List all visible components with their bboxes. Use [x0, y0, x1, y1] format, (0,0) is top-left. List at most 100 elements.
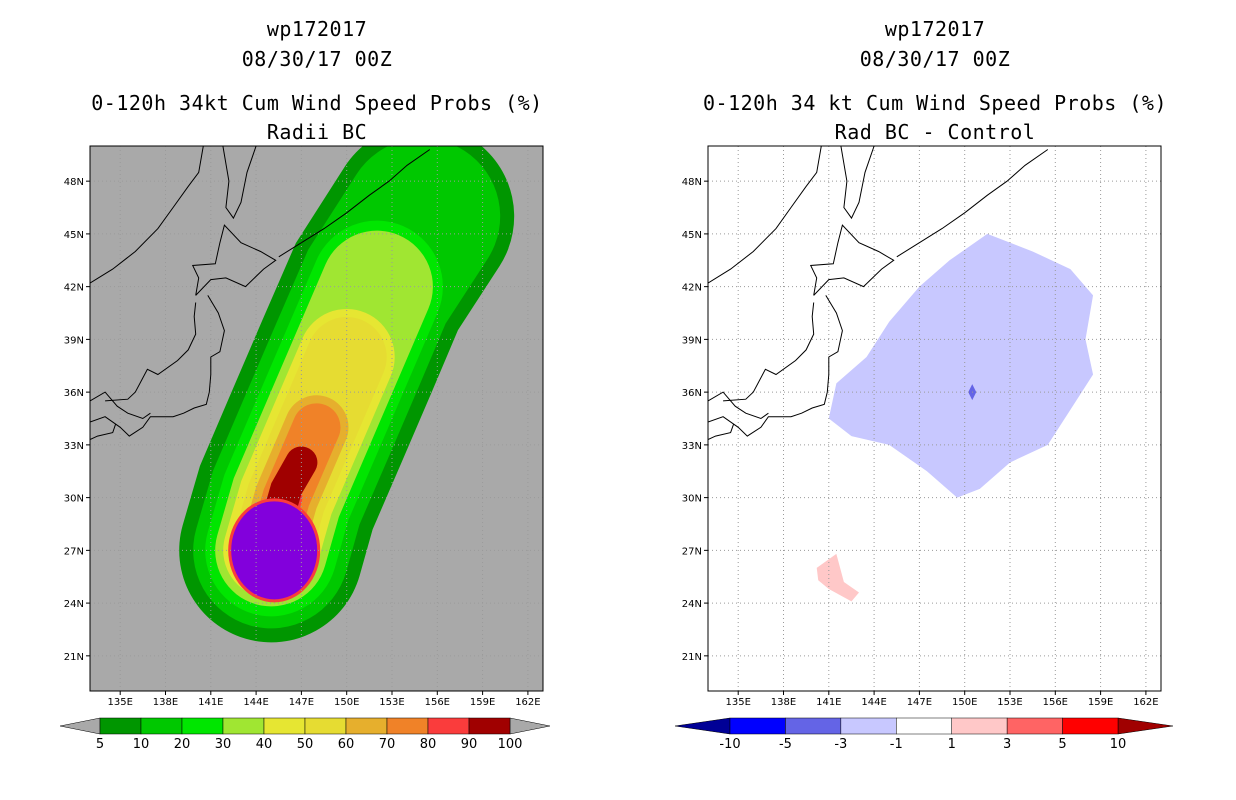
lat-label-24: 24N: [682, 599, 702, 610]
right-colorbar-swatch-5: [1006, 717, 1063, 735]
right-colorbar-swatch-4: [951, 717, 1008, 735]
lon-label-147: 147E: [289, 697, 314, 708]
left-map-frame: [89, 145, 544, 692]
left-title-subtitle: Radii BC: [266, 120, 368, 144]
right-colorbar-label--1: -1: [890, 737, 903, 752]
coastline-segment-4: [90, 295, 225, 437]
right-colorbar-label--5: -5: [779, 737, 792, 752]
lat-label-27: 27N: [64, 546, 84, 557]
lat-label-33: 33N: [682, 441, 702, 452]
coastline-segment-4: [708, 295, 843, 437]
lon-label-156: 156E: [425, 697, 450, 708]
left-colorbar: 5 10 20 30 40 50 60 70 80 90 100: [59, 717, 551, 752]
lon-label-138: 138E: [771, 697, 796, 708]
colorbar-label-70: 70: [379, 737, 396, 752]
lat-label-45: 45N: [64, 230, 84, 241]
colorbar-label-5: 5: [96, 737, 104, 752]
right-region-1-3: [816, 553, 859, 602]
right-colorbar-swatch-6: [1062, 717, 1119, 735]
lon-label-150: 150E: [952, 697, 977, 708]
coastline-segment-3: [191, 224, 277, 296]
right-colorbar-left-arrow: [674, 717, 731, 735]
lon-label-162: 162E: [515, 697, 540, 708]
lat-label-48: 48N: [682, 177, 702, 188]
right-colorbar-swatch-3: [896, 717, 952, 735]
colorbar-swatch-4: [263, 717, 306, 735]
lon-label-153: 153E: [379, 697, 404, 708]
right-colorbar-label-10: 10: [1110, 737, 1127, 752]
right-colorbar: -10 -5 -3 -1 1 3 5 10: [674, 717, 1174, 752]
right-title-storm-id: wp172017: [884, 17, 986, 41]
lon-label-135: 135E: [725, 697, 750, 708]
right-map-frame: [707, 145, 1162, 692]
lat-label-39: 39N: [682, 335, 702, 346]
right-map-panel: 135E 138E 141E 144E 147E 150E 153E 156E 159E 162E…: [682, 145, 1162, 708]
coastline-segment-2: [840, 146, 875, 220]
lat-label-30: 30N: [64, 494, 84, 505]
colorbar-swatch-3: [222, 717, 265, 735]
left-grid-lines: [90, 146, 543, 691]
lat-label-45: 45N: [682, 230, 702, 241]
lon-label-138: 138E: [153, 697, 178, 708]
colorbar-label-60: 60: [338, 737, 355, 752]
coastline-segment-0: [90, 146, 204, 284]
right-region-minus3-minus1: [828, 233, 1094, 498]
lat-label-21: 21N: [64, 652, 84, 663]
colorbar-swatch-9: [468, 717, 511, 735]
coastline-segment-6: [90, 423, 117, 441]
lon-label-144: 144E: [243, 697, 268, 708]
lon-label-156: 156E: [1043, 697, 1068, 708]
lat-label-30: 30N: [682, 494, 702, 505]
right-grid-lines: [708, 146, 1161, 691]
left-coastline: [90, 146, 431, 441]
lat-label-36: 36N: [64, 388, 84, 399]
colorbar-right-arrow: [509, 717, 551, 735]
lat-label-48: 48N: [64, 177, 84, 188]
right-coastline: [708, 146, 1049, 441]
colorbar-swatch-0: [99, 717, 142, 735]
colorbar-swatch-7: [386, 717, 429, 735]
colorbar-label-10: 10: [133, 737, 150, 752]
colorbar-left-arrow: [59, 717, 101, 735]
lon-label-162: 162E: [1133, 697, 1158, 708]
lat-label-42: 42N: [64, 283, 84, 294]
colorbar-swatch-5: [304, 717, 347, 735]
colorbar-label-40: 40: [256, 737, 273, 752]
right-title-product: 0-120h 34 kt Cum Wind Speed Probs (%): [702, 91, 1168, 115]
colorbar-label-80: 80: [420, 737, 437, 752]
lon-label-141: 141E: [198, 697, 223, 708]
left-map-panel: 135E 138E 141E 144E 147E 150E 153E 156E 159E 162E…: [64, 145, 544, 708]
lat-label-39: 39N: [64, 335, 84, 346]
lon-label-147: 147E: [907, 697, 932, 708]
lon-label-159: 159E: [1088, 697, 1113, 708]
coastline-segment-0: [708, 146, 822, 284]
coastline-segment-1: [90, 391, 151, 420]
lon-label-159: 159E: [470, 697, 495, 708]
colorbar-label-90: 90: [461, 737, 478, 752]
right-colorbar-label-3: 3: [1003, 737, 1011, 752]
right-colorbar-label-1: 1: [948, 737, 956, 752]
colorbar-swatch-6: [345, 717, 388, 735]
left-title-product: 0-120h 34kt Cum Wind Speed Probs (%): [91, 91, 543, 115]
lon-label-153: 153E: [997, 697, 1022, 708]
lon-label-141: 141E: [816, 697, 841, 708]
colorbar-label-50: 50: [297, 737, 314, 752]
lon-label-150: 150E: [334, 697, 359, 708]
colorbar-swatch-1: [140, 717, 183, 735]
lat-label-42: 42N: [682, 283, 702, 294]
right-axis-labels: 135E 138E 141E 144E 147E 150E 153E 156E 159E 162E…: [682, 177, 1159, 708]
colorbar-swatch-2: [181, 717, 224, 735]
right-colorbar-swatch-0: [729, 717, 786, 735]
left-axis-labels: 135E 138E 141E 144E 147E 150E 153E 156E 159E 162E…: [64, 177, 541, 708]
coastline-segment-5: [723, 302, 815, 402]
right-title-subtitle: Rad BC - Control: [834, 120, 1036, 144]
coastline-segment-6: [708, 423, 735, 441]
right-colorbar-swatch-2: [840, 717, 897, 735]
lat-label-33: 33N: [64, 441, 84, 452]
left-title-date: 08/30/17 00Z: [241, 47, 393, 71]
coastline-segment-7: [278, 149, 431, 258]
right-colorbar-label--3: -3: [834, 737, 847, 752]
lat-label-21: 21N: [682, 652, 702, 663]
coastline-segment-1: [708, 391, 769, 420]
colorbar-label-100: 100: [498, 737, 523, 752]
